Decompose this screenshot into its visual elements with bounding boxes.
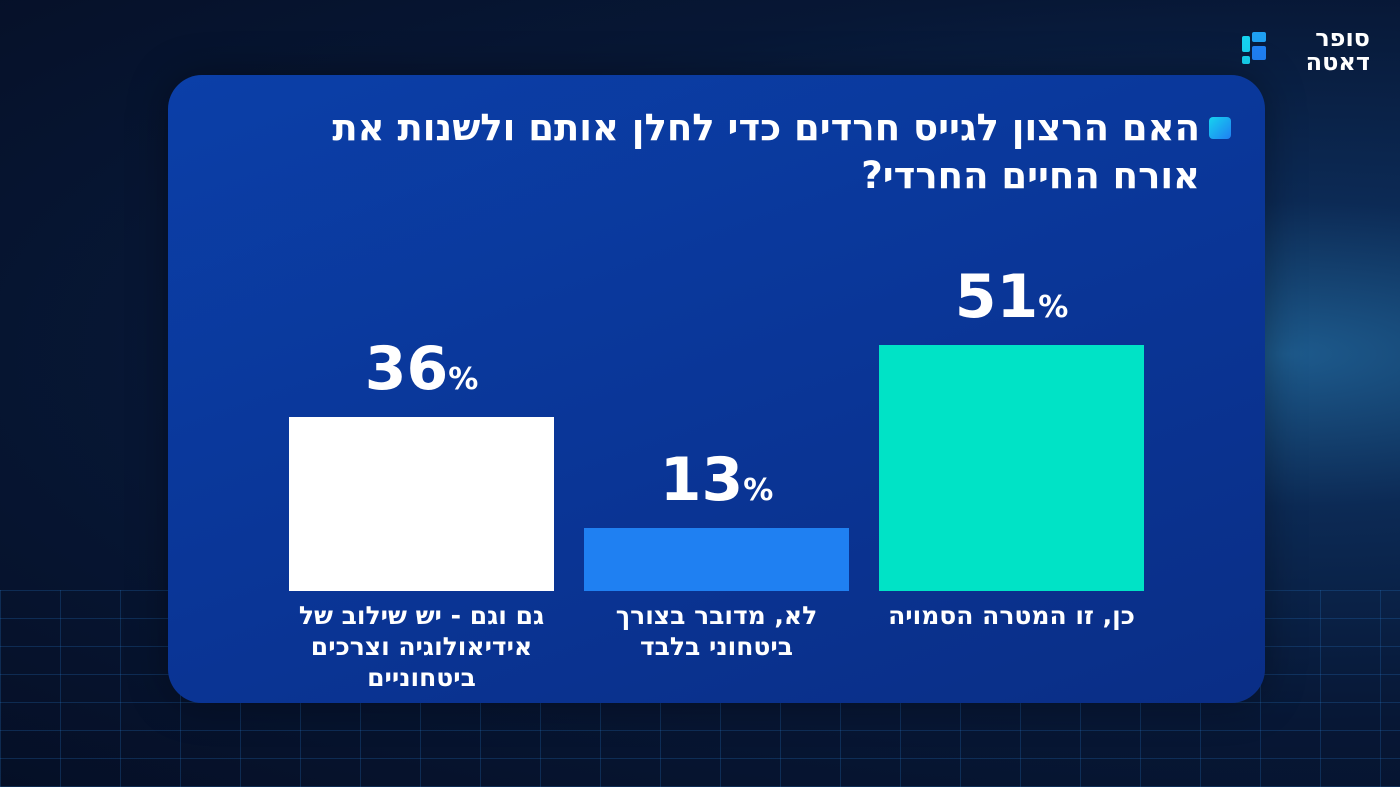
value-label: 51% (954, 262, 1069, 333)
category-label: כן, זו המטרה הסמויה (888, 601, 1135, 630)
logo-icon (1242, 32, 1266, 64)
category-label: גם וגם - יש שילוב של אידיאולוגיה וצרכים … (298, 601, 545, 692)
value-label: 36% (364, 334, 479, 405)
value-unit: % (1038, 290, 1069, 326)
bar (879, 345, 1144, 591)
title-bullet (1209, 117, 1231, 139)
category-label: לא, מדובר בצורך ביטחוני בלבד (615, 601, 818, 661)
value-unit: % (743, 473, 774, 509)
value-label: 13% (659, 445, 774, 516)
logo: סופר דאטה (1305, 24, 1370, 76)
bar (289, 417, 554, 591)
chart-title: האם הרצון לגייס חרדים כדי לחלן אותם ולשנ… (332, 106, 1200, 197)
bar (584, 528, 849, 591)
value-unit: % (448, 362, 479, 398)
